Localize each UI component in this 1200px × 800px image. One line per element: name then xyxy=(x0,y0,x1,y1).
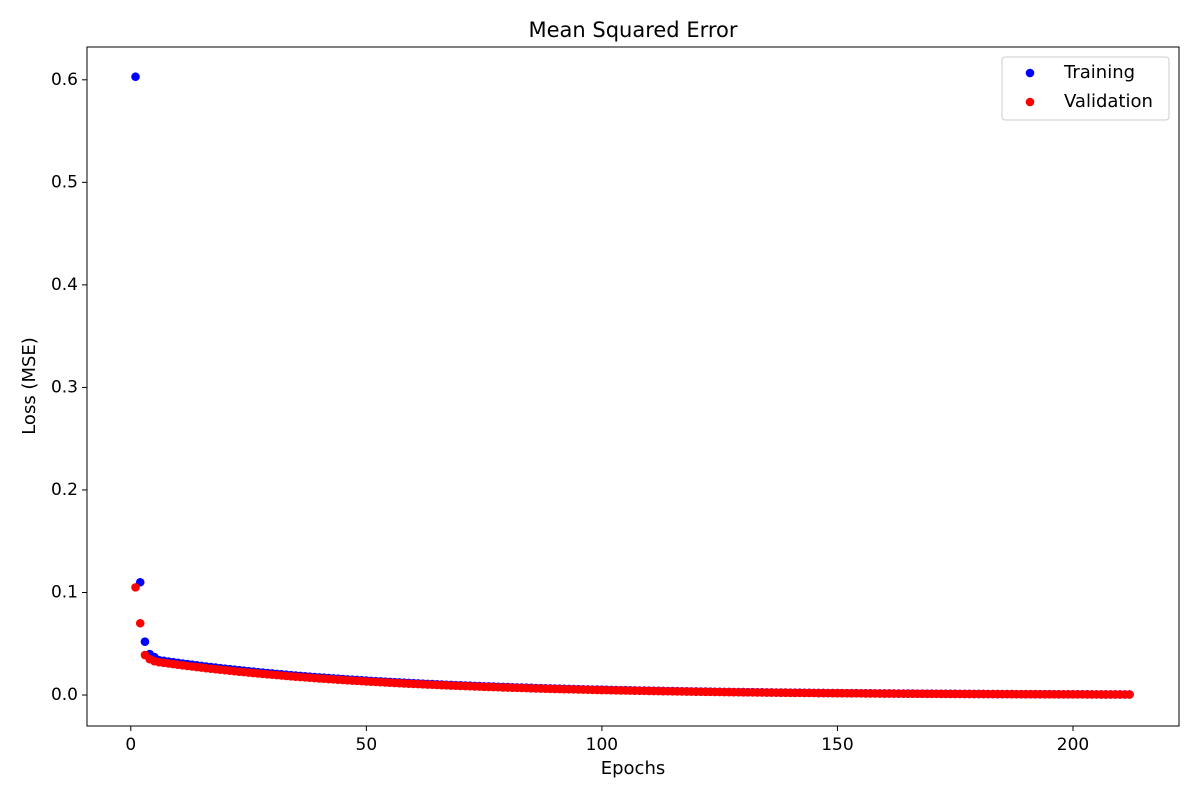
x-tick-label: 0 xyxy=(125,735,136,755)
x-axis-label: Epochs xyxy=(601,758,666,779)
x-tick-label: 50 xyxy=(356,735,378,755)
x-tick-label: 100 xyxy=(586,735,618,755)
x-tick-label: 150 xyxy=(821,735,853,755)
y-tick-label: 0.2 xyxy=(51,480,78,500)
chart-title: Mean Squared Error xyxy=(528,18,737,42)
legend-marker xyxy=(1025,97,1035,107)
data-point xyxy=(131,72,140,82)
legend-text: Validation xyxy=(1064,91,1153,112)
legend-text: Training xyxy=(1063,62,1135,83)
y-tick-label: 0.1 xyxy=(51,582,78,602)
y-axis-label: Loss (MSE) xyxy=(19,337,40,435)
y-tick-label: 0.6 xyxy=(51,70,78,90)
data-point xyxy=(1125,690,1134,699)
legend-box xyxy=(1001,56,1170,121)
y-tick-label: 0.4 xyxy=(51,275,78,295)
legend-marker xyxy=(1025,68,1035,78)
y-tick-label: 0.5 xyxy=(51,172,78,192)
plot-frame xyxy=(86,46,1180,727)
data-point xyxy=(140,637,150,647)
y-tick-label: 0.0 xyxy=(51,685,78,705)
x-tick-label: 200 xyxy=(1057,735,1089,755)
data-point xyxy=(131,583,140,592)
data-point xyxy=(135,618,145,628)
y-tick-label: 0.3 xyxy=(51,377,78,397)
